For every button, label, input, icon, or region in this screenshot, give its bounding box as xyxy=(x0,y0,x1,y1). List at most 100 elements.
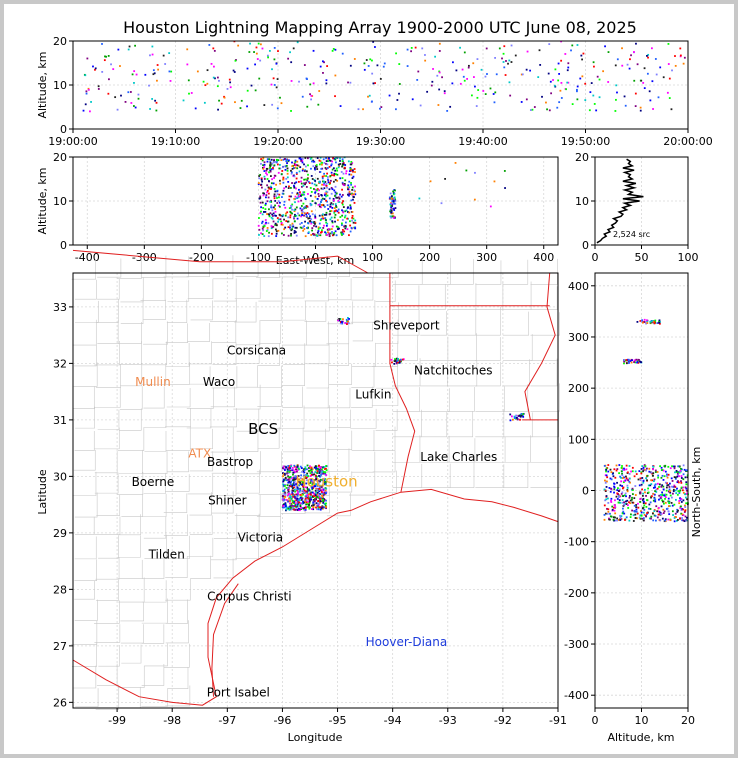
map-point xyxy=(312,498,315,501)
east-west-point xyxy=(303,225,306,228)
east-west-point xyxy=(271,217,274,220)
county-line xyxy=(74,599,98,621)
map-point xyxy=(290,497,293,500)
east-west-point xyxy=(264,208,267,211)
time-altitude-point xyxy=(223,96,226,99)
map-point xyxy=(315,468,318,471)
map-point xyxy=(287,472,290,475)
map-point xyxy=(282,473,285,475)
east-west-point xyxy=(269,170,272,173)
north-south-point xyxy=(628,496,631,499)
time-altitude-point xyxy=(546,108,548,111)
north-south-point xyxy=(621,491,624,494)
time-altitude-xtick-label: 19:20:00 xyxy=(253,135,302,148)
north-south-point xyxy=(667,510,670,513)
north-south-point xyxy=(680,486,683,489)
map-point xyxy=(289,485,292,488)
time-altitude-point xyxy=(154,99,157,102)
map-point xyxy=(301,507,304,509)
east-west-point xyxy=(266,191,268,194)
east-west-point xyxy=(317,193,320,195)
map-point xyxy=(325,483,327,486)
map-point xyxy=(314,474,317,477)
north-south-point xyxy=(610,487,612,490)
east-west-point xyxy=(270,186,273,189)
time-altitude-point xyxy=(566,81,569,84)
north-south-point xyxy=(655,505,658,508)
north-south-point xyxy=(637,506,640,509)
east-west-point xyxy=(327,181,330,184)
north-south-point xyxy=(625,468,628,471)
east-west-point xyxy=(289,226,291,229)
county-line xyxy=(236,408,260,432)
county-line xyxy=(190,428,213,450)
map-point xyxy=(294,502,297,505)
north-south-point xyxy=(604,474,607,477)
north-south-point xyxy=(676,493,679,496)
east-west-point xyxy=(348,194,350,197)
east-west-point xyxy=(291,191,294,194)
east-west-point xyxy=(283,203,286,206)
map-point xyxy=(311,473,314,476)
east-west-point xyxy=(273,177,276,179)
east-west-point xyxy=(270,204,273,207)
east-west-point xyxy=(272,168,275,171)
north-south-point xyxy=(648,467,651,470)
map-point xyxy=(322,472,325,475)
time-altitude-point xyxy=(531,108,534,111)
map-point xyxy=(317,500,319,502)
time-altitude-point xyxy=(257,42,260,45)
north-south-point xyxy=(684,496,687,499)
county-line xyxy=(502,259,529,285)
county-line xyxy=(118,321,142,345)
east-west-point xyxy=(348,234,350,237)
time-altitude-point xyxy=(372,40,375,43)
east-west-point xyxy=(283,158,286,160)
north-south-point xyxy=(625,477,628,480)
east-west-point xyxy=(318,205,321,208)
map-point xyxy=(309,465,311,468)
map-point xyxy=(284,496,287,498)
north-south-point xyxy=(668,486,671,488)
map-point xyxy=(294,475,297,477)
map-point xyxy=(311,484,314,486)
north-south-point xyxy=(636,512,639,515)
county-line xyxy=(351,386,373,408)
time-altitude-point xyxy=(647,56,649,59)
east-west-point xyxy=(343,216,346,219)
east-west-point xyxy=(322,217,325,220)
east-west-point xyxy=(325,175,328,177)
north-south-point xyxy=(640,514,643,517)
north-south-xtick-label: 10 xyxy=(635,714,649,727)
north-south-point xyxy=(639,360,641,363)
map-point xyxy=(296,509,299,511)
east-west-point xyxy=(276,160,278,163)
time-altitude-point xyxy=(674,55,676,57)
county-line xyxy=(329,471,353,493)
north-south-point xyxy=(613,504,616,507)
map-point xyxy=(283,495,286,498)
map-point xyxy=(282,475,284,478)
east-west-point xyxy=(341,194,344,196)
north-south-point xyxy=(620,470,623,473)
east-west-point xyxy=(287,159,290,162)
north-south-point xyxy=(652,320,655,323)
time-altitude-point xyxy=(168,52,171,55)
time-altitude-point xyxy=(248,51,251,53)
east-west-point xyxy=(394,216,396,219)
north-south-point xyxy=(681,519,684,522)
county-line xyxy=(94,387,121,408)
time-altitude-point xyxy=(117,48,120,51)
east-west-point xyxy=(332,233,335,236)
east-west-point xyxy=(301,159,304,162)
time-altitude-point xyxy=(186,48,189,51)
east-west-point xyxy=(347,211,349,213)
east-west-point xyxy=(341,224,343,226)
map-point xyxy=(301,497,304,500)
east-west-point xyxy=(280,223,283,226)
map-point xyxy=(308,499,311,502)
east-west-point xyxy=(265,221,267,224)
east-west-point xyxy=(274,204,276,207)
east-west-point xyxy=(295,214,298,217)
county-line xyxy=(120,363,143,387)
